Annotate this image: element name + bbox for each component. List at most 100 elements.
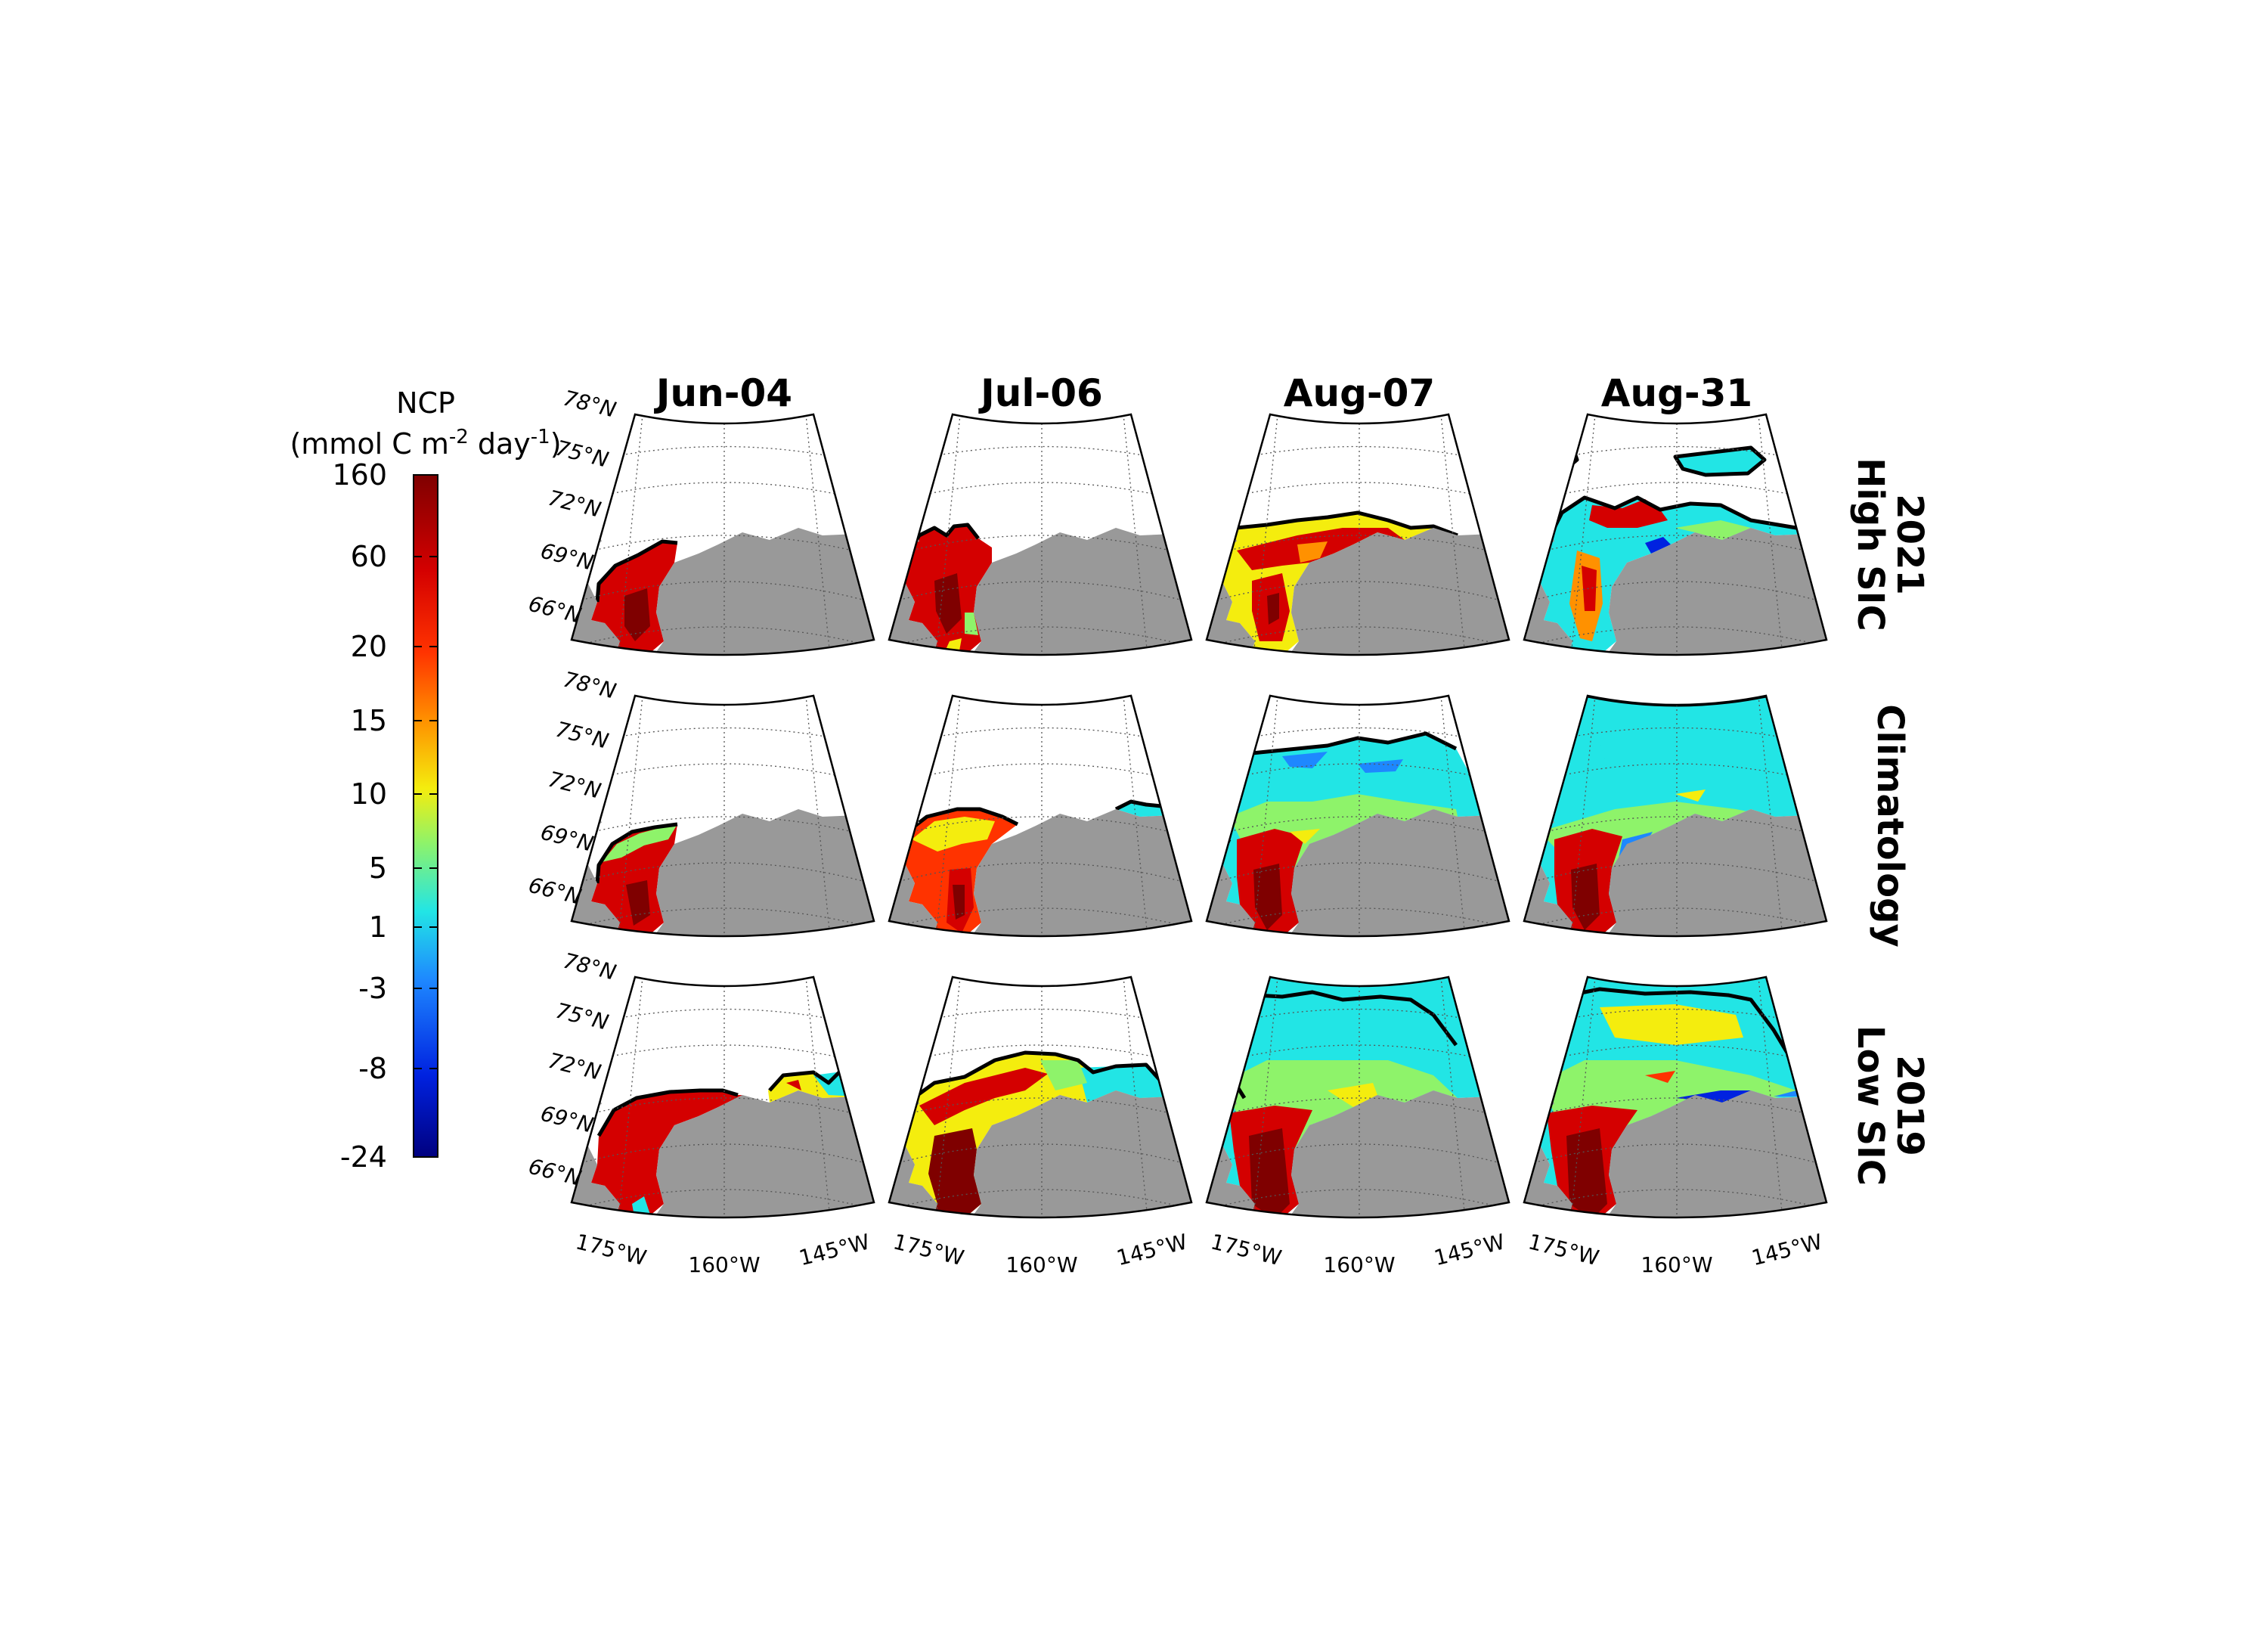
ice-edge-line bbox=[1545, 495, 1811, 544]
land-alaska bbox=[1592, 1090, 1826, 1217]
ncp-field bbox=[1589, 499, 1668, 528]
map-frame bbox=[1205, 976, 1510, 1219]
ncp-field bbox=[1675, 789, 1706, 802]
map-panels: 78°N 75°N 72°N 69°N 66°N 78°N 75°N 72°N 69°N 66°N… bbox=[526, 386, 1828, 1277]
ncp-field bbox=[1116, 802, 1175, 817]
ice-edge-line bbox=[595, 822, 678, 884]
ncp-field bbox=[1297, 541, 1328, 563]
land-alaska bbox=[1275, 809, 1509, 936]
map-panel-low-jun-04: 78°N 75°N 72°N 69°N 66°N 175°W 160°W 145°W bbox=[526, 948, 875, 1277]
ncp-field bbox=[1253, 864, 1282, 930]
colorbar-unit: (mmol C m-2 day-1) bbox=[290, 426, 561, 461]
map-panel-high-jul-06 bbox=[888, 413, 1193, 656]
ice-edge-line bbox=[1222, 510, 1458, 552]
colorbar-gradient bbox=[413, 474, 438, 1158]
ncp-field bbox=[1267, 593, 1279, 625]
ncp-field bbox=[1358, 759, 1403, 773]
map-panel-clim-jun-04: 78°N 75°N 72°N 69°N 66°N bbox=[526, 667, 875, 938]
lon-label: 175°W bbox=[573, 1229, 649, 1270]
ncp-field bbox=[1040, 1060, 1087, 1090]
lat-label: 66°N bbox=[526, 1154, 584, 1191]
ncp-field bbox=[626, 880, 650, 926]
ice-edge-line bbox=[768, 1066, 845, 1092]
ice-edge-line bbox=[1114, 799, 1162, 811]
ncp-field bbox=[1675, 520, 1751, 540]
land-alaska bbox=[1275, 1090, 1509, 1217]
map-frame bbox=[888, 694, 1193, 938]
ice-edge-line bbox=[906, 1050, 1176, 1105]
lon-label: 145°W bbox=[1432, 1229, 1507, 1270]
ncp-field bbox=[1078, 1065, 1175, 1103]
ncp-field bbox=[1566, 1128, 1607, 1217]
row-title-clim: Climatology bbox=[1869, 704, 1911, 948]
map-frame bbox=[1523, 694, 1828, 938]
ncp-field bbox=[1249, 1128, 1290, 1217]
ice-edge-line bbox=[1254, 990, 1458, 1047]
lon-label: 145°W bbox=[1749, 1229, 1825, 1270]
lon-label: 160°W bbox=[1641, 1252, 1712, 1277]
map-frame bbox=[570, 976, 875, 1219]
land-alaska bbox=[640, 809, 874, 936]
row-year: 2019 bbox=[1888, 1055, 1931, 1156]
ice-edge-line bbox=[596, 1088, 739, 1137]
ncp-field bbox=[912, 817, 995, 851]
colorbar-tick-label: -3 bbox=[358, 972, 387, 1005]
land-alaska bbox=[957, 1090, 1191, 1217]
ncp-field bbox=[1290, 829, 1320, 844]
column-title: Jul-06 bbox=[978, 371, 1103, 415]
ncp-field bbox=[1539, 498, 1810, 655]
lon-label: 175°W bbox=[1208, 1229, 1284, 1270]
map-panel-high-aug-31 bbox=[1523, 413, 1828, 656]
row-label: High SIC bbox=[1849, 458, 1892, 631]
land-alaska bbox=[957, 809, 1191, 936]
ncp-field bbox=[1582, 566, 1597, 611]
lon-label: 145°W bbox=[797, 1229, 872, 1270]
colorbar-tick-label: 15 bbox=[351, 704, 387, 737]
map-panel-clim-jul-06 bbox=[888, 694, 1193, 938]
lat-label: 69°N bbox=[538, 820, 596, 857]
column-title: Aug-07 bbox=[1284, 371, 1435, 415]
land-alaska bbox=[1592, 809, 1826, 936]
map-frame bbox=[1523, 976, 1828, 1219]
ncp-field bbox=[928, 1128, 981, 1217]
ncp-field bbox=[1571, 864, 1600, 930]
ncp-field bbox=[934, 573, 962, 634]
ncp-field bbox=[1600, 1004, 1743, 1045]
land-chukotka bbox=[1207, 1143, 1255, 1217]
lon-label: 175°W bbox=[891, 1229, 966, 1270]
ncp-field bbox=[1600, 734, 1743, 771]
colorbar-tick-label: 160 bbox=[332, 458, 387, 492]
colorbar-title: NCP bbox=[396, 386, 455, 420]
map-frame bbox=[1523, 413, 1828, 656]
map-frame bbox=[888, 976, 1193, 1219]
column-title: Aug-31 bbox=[1601, 371, 1752, 415]
ncp-field bbox=[1259, 997, 1448, 1053]
map-frame bbox=[570, 694, 875, 938]
land-alaska bbox=[640, 1090, 874, 1217]
ice-edge-line bbox=[595, 539, 678, 603]
ncp-field bbox=[919, 1068, 1048, 1125]
row-label: Climatology bbox=[1869, 704, 1911, 948]
colorbar-ticks: 160 60 20 15 10 5 1 -3 -8 -24 bbox=[332, 458, 438, 1174]
ncp-field bbox=[1645, 537, 1671, 554]
land-chukotka bbox=[1524, 1143, 1572, 1217]
row-year: 2021 bbox=[1888, 494, 1931, 595]
map-panel-clim-aug-07 bbox=[1205, 694, 1510, 938]
colorbar-tick-label: 60 bbox=[351, 540, 387, 573]
lon-label: 160°W bbox=[688, 1252, 760, 1277]
land-chukotka bbox=[889, 862, 937, 936]
land-chukotka bbox=[889, 581, 937, 655]
lat-label: 78°N bbox=[561, 386, 619, 423]
map-panel-clim-aug-31 bbox=[1523, 694, 1828, 938]
ncp-field bbox=[1282, 752, 1328, 768]
land-chukotka bbox=[1524, 862, 1572, 936]
colorbar-tick-label: -8 bbox=[358, 1052, 387, 1085]
land-chukotka bbox=[1207, 862, 1255, 936]
land-chukotka bbox=[1207, 581, 1255, 655]
land-chukotka bbox=[572, 1143, 620, 1217]
ncp-field bbox=[786, 1080, 801, 1090]
